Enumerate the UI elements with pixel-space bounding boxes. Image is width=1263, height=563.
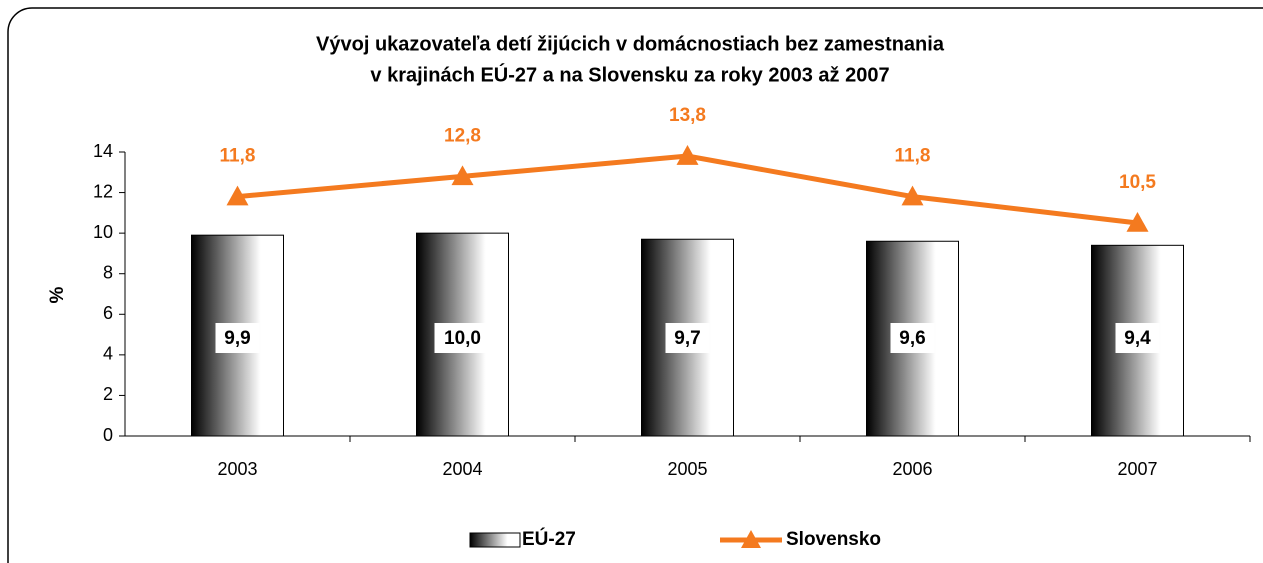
legend-label: Slovensko: [786, 529, 881, 550]
value-label: 9,9: [224, 328, 250, 349]
chart-border: [7, 7, 1263, 563]
y-axis-label: %: [47, 286, 68, 303]
y-tick-label: 6: [103, 303, 113, 323]
value-label-box: [434, 323, 491, 353]
value-label-box: [890, 323, 935, 353]
y-tick-label: 0: [103, 425, 113, 445]
value-label: 10,0: [444, 328, 481, 349]
marker: [226, 185, 249, 206]
value-label: 9,6: [899, 328, 925, 349]
y-tick-label: 10: [93, 222, 113, 242]
x-tick-label: 2005: [667, 459, 707, 479]
value-label: 9,7: [674, 328, 700, 349]
x-tick-label: 2003: [217, 459, 257, 479]
value-label: 9,4: [1124, 328, 1151, 349]
marker: [901, 185, 924, 206]
chart-title: Vývoj ukazovateľa detí žijúcich v domácn…: [316, 33, 945, 55]
marker: [1126, 212, 1149, 232]
value-label-box: [665, 323, 710, 353]
x-tick-label: 2007: [1117, 459, 1157, 479]
legend-label: EÚ-27: [522, 528, 576, 550]
value-label-box: [1115, 323, 1160, 353]
marker: [676, 145, 699, 165]
value-label: 11,8: [895, 146, 931, 167]
x-tick-label: 2006: [892, 459, 932, 479]
value-label: 12,8: [444, 125, 481, 146]
y-tick-label: 8: [103, 262, 113, 282]
y-tick-label: 2: [103, 384, 113, 404]
y-tick-label: 4: [103, 344, 113, 364]
line: [237, 153, 1138, 226]
x-tick-label: 2004: [442, 459, 482, 479]
legend-swatch: [469, 532, 521, 548]
y-tick-label: 14: [93, 141, 113, 161]
chart-title: v krajinách EÚ-27 a na Slovensku za roky…: [370, 62, 889, 86]
value-label: 11,8: [220, 146, 256, 167]
marker: [451, 165, 474, 186]
legend-marker: [741, 530, 761, 548]
y-tick-label: 12: [93, 181, 113, 201]
value-label: 10,5: [1119, 172, 1156, 193]
value-label-box: [215, 323, 260, 353]
value-label: 13,8: [669, 105, 706, 126]
